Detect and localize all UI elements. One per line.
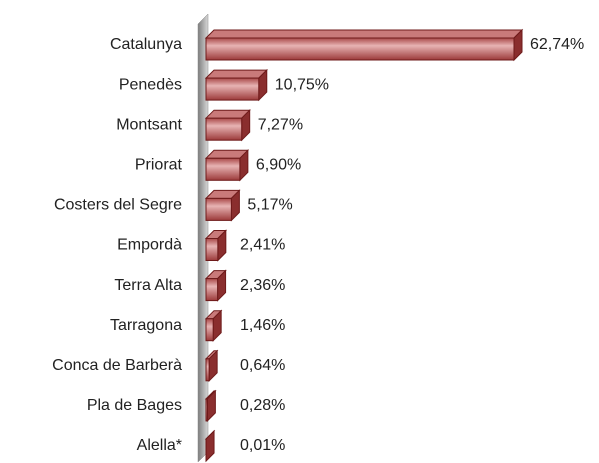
category-label: Conca de Barberà (52, 357, 182, 374)
bar (205, 238, 219, 261)
category-label: Catalunya (110, 36, 182, 53)
bar-top (204, 69, 268, 79)
value-label: 10,75% (275, 76, 329, 93)
bar (205, 37, 515, 61)
value-label: 2,41% (240, 237, 285, 254)
value-label: 2,36% (240, 277, 285, 294)
bar (205, 77, 260, 101)
value-label: 7,27% (258, 116, 303, 133)
category-label: Costers del Segre (54, 197, 182, 214)
category-label: Alella* (137, 437, 182, 454)
category-label: Priorat (135, 157, 183, 174)
category-label: Pla de Bages (87, 397, 182, 414)
bar (205, 318, 214, 342)
category-label: Montsant (116, 116, 182, 133)
category-label: Terra Alta (114, 277, 182, 294)
value-label: 1,46% (240, 317, 285, 334)
value-label: 0,64% (240, 357, 285, 374)
value-label: 6,90% (256, 157, 301, 174)
bar-side (206, 389, 216, 423)
bar (205, 197, 232, 221)
bar-top (204, 29, 524, 39)
category-label: Empordà (117, 237, 182, 254)
bar (205, 398, 208, 422)
value-label: 0,01% (240, 437, 285, 454)
value-label: 5,17% (247, 197, 292, 214)
value-label: 0,28% (240, 397, 285, 414)
category-label: Tarragona (110, 317, 182, 334)
bar (205, 117, 243, 141)
value-label: 62,74% (530, 36, 584, 53)
bar (205, 358, 210, 382)
bar (205, 157, 241, 181)
bar (205, 278, 219, 302)
category-label: Penedès (119, 76, 182, 93)
